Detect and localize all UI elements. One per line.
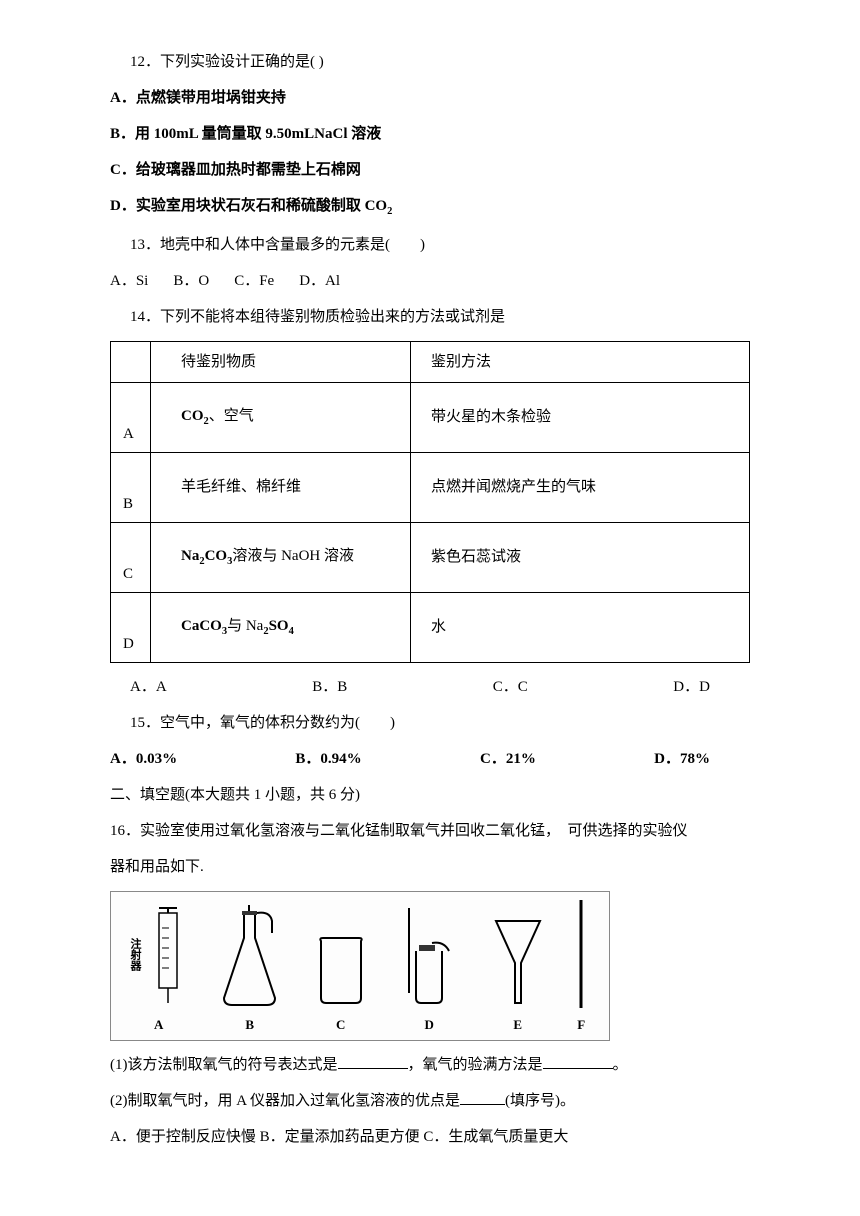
- section-2-header: 二、填空题(本大题共 1 小题，共 6 分): [110, 783, 750, 807]
- blank-3[interactable]: [460, 1090, 505, 1105]
- apparatus-f: F: [571, 898, 591, 1036]
- q15-option-b: B．0.94%: [295, 747, 361, 771]
- blank-1[interactable]: [338, 1054, 408, 1069]
- q13-stem: 13．地壳中和人体中含量最多的元素是( ): [110, 233, 750, 257]
- q13-options: A．Si B．O C．Fe D．Al: [110, 269, 750, 293]
- q14-table: 待鉴别物质 鉴别方法 A CO2、空气 带火星的木条检验 B 羊毛纤维、棉纤维 …: [110, 341, 750, 663]
- q16-stem-line1: 16．实验室使用过氧化氢溶液与二氧化锰制取氧气并回收二氧化锰， 可供选择的实验仪: [110, 819, 750, 843]
- q14-option-a: A．A: [130, 675, 167, 699]
- svg-text:注射器: 注射器: [129, 937, 143, 972]
- table-row-c: C Na2CO3溶液与 NaOH 溶液 紫色石蕊试液: [111, 522, 750, 592]
- q14-stem: 14．下列不能将本组待鉴别物质检验出来的方法或试剂是: [110, 305, 750, 329]
- q15-options: A．0.03% B．0.94% C．21% D．78%: [110, 747, 750, 771]
- apparatus-d: D: [394, 903, 464, 1036]
- q15-stem: 15．空气中，氧气的体积分数约为( ): [110, 711, 750, 735]
- table-header-method: 鉴别方法: [411, 341, 750, 382]
- q12-option-a: A．点燃镁带用坩埚钳夹持: [110, 86, 750, 110]
- table-row-d: D CaCO3与 Na2SO4 水: [111, 592, 750, 662]
- syringe-icon: 注射器: [129, 903, 189, 1013]
- q16-sub1: (1)该方法制取氧气的符号表达式是，氧气的验满方法是。: [110, 1053, 750, 1077]
- q16-sub2: (2)制取氧气时，用 A 仪器加入过氧化氢溶液的优点是(填序号)。: [110, 1089, 750, 1113]
- q13-option-d: D．Al: [299, 269, 340, 293]
- q13-option-b: B．O: [173, 269, 209, 293]
- glass-rod-icon: [571, 898, 591, 1013]
- q12-stem: 12．下列实验设计正确的是( ): [110, 50, 750, 74]
- blank-2[interactable]: [543, 1054, 613, 1069]
- q15-option-d: D．78%: [654, 747, 710, 771]
- apparatus-e: E: [488, 913, 548, 1036]
- gas-bottle-icon: [394, 903, 464, 1013]
- q14-option-d: D．D: [673, 675, 710, 699]
- table-header-blank: [111, 341, 151, 382]
- q15-option-c: C．21%: [480, 747, 536, 771]
- apparatus-c: C: [311, 933, 371, 1036]
- funnel-icon: [488, 913, 548, 1013]
- q15-option-a: A．0.03%: [110, 747, 177, 771]
- q12-option-b: B．用 100mL 量筒量取 9.50mLNaCl 溶液: [110, 122, 750, 146]
- q14-option-c: C．C: [493, 675, 528, 699]
- q14-option-b: B．B: [312, 675, 347, 699]
- beaker-icon: [311, 933, 371, 1013]
- flask-icon: [212, 903, 287, 1013]
- table-header-substance: 待鉴别物质: [151, 341, 411, 382]
- table-row-b: B 羊毛纤维、棉纤维 点燃并闻燃烧产生的气味: [111, 452, 750, 522]
- apparatus-a: 注射器 A: [129, 903, 189, 1036]
- q14-options: A．A B．B C．C D．D: [110, 675, 750, 699]
- q12-option-d: D．实验室用块状石灰石和稀硫酸制取 CO2: [110, 194, 750, 221]
- q13-option-c: C．Fe: [234, 269, 274, 293]
- apparatus-b: B: [212, 903, 287, 1036]
- apparatus-figure: 注射器 A B C: [110, 891, 610, 1041]
- q16-stem-line2: 器和用品如下.: [110, 855, 750, 879]
- table-row-a: A CO2、空气 带火星的木条检验: [111, 382, 750, 452]
- q12-option-c: C．给玻璃器皿加热时都需垫上石棉网: [110, 158, 750, 182]
- q13-option-a: A．Si: [110, 269, 148, 293]
- q16-sub2-options: A．便于控制反应快慢 B．定量添加药品更方便 C．生成氧气质量更大: [110, 1125, 750, 1149]
